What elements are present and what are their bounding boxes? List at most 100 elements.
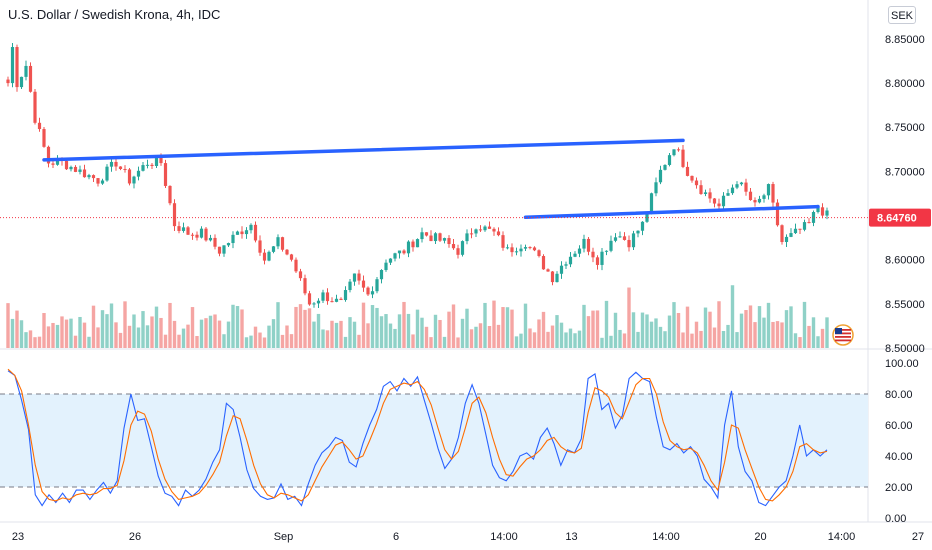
volume-bar	[523, 303, 528, 348]
time-tick-label: 13	[565, 531, 577, 543]
volume-bar	[537, 319, 541, 348]
flag-stripe	[835, 339, 851, 342]
candle-body	[105, 166, 109, 181]
volume-bar	[352, 321, 357, 348]
candle-body	[438, 233, 442, 241]
volume-bar	[420, 317, 424, 348]
volume-bar	[712, 327, 717, 348]
candle-body	[244, 230, 249, 235]
volume-bar	[586, 316, 591, 348]
volume-bar	[388, 323, 393, 348]
candle-body	[685, 166, 690, 176]
candle-body	[676, 149, 681, 151]
volume-bar	[609, 335, 613, 348]
candle-body	[469, 233, 474, 235]
candle-body	[762, 195, 766, 199]
volume-bar	[402, 301, 406, 348]
candle-body	[528, 247, 532, 249]
currency-button[interactable]: SEK	[888, 6, 916, 24]
volume-bar	[604, 300, 609, 348]
candle-body	[672, 149, 676, 156]
volume-bar	[717, 301, 721, 348]
volume-bar	[91, 305, 96, 348]
volume-bar	[568, 328, 573, 348]
price-tick-label: 8.75000	[885, 122, 925, 134]
candle-body	[789, 233, 793, 237]
volume-bar	[37, 336, 42, 348]
candle-body	[505, 247, 510, 249]
candle-body	[303, 278, 307, 294]
candle-body	[663, 164, 667, 170]
candle-body	[577, 248, 582, 254]
volume-bar	[780, 322, 784, 348]
candle-body	[231, 234, 235, 244]
price-tick-label: 8.55000	[885, 299, 925, 311]
volume-bar	[24, 332, 28, 348]
candle-body	[33, 91, 37, 123]
volume-bar	[532, 332, 537, 348]
volume-bar	[195, 336, 199, 348]
candle-body	[717, 203, 721, 207]
candle-body	[262, 252, 267, 261]
volume-bar	[73, 335, 78, 348]
volume-bar	[334, 322, 339, 348]
volume-bar	[528, 328, 532, 348]
volume-bar	[478, 323, 483, 348]
candle-body	[771, 184, 775, 203]
volume-bar	[145, 325, 150, 348]
volume-bar	[519, 333, 523, 348]
volume-bar	[15, 310, 19, 348]
candle-body	[802, 222, 807, 230]
volume-bar	[280, 334, 285, 348]
volume-bar	[591, 310, 595, 348]
volume-bar	[438, 319, 442, 348]
candle-body	[721, 195, 726, 207]
volume-bar	[721, 330, 726, 348]
candle-body	[658, 169, 663, 183]
candle-body	[55, 159, 60, 165]
stoch-k-line	[7, 370, 828, 507]
volume-bar	[343, 336, 348, 348]
volume-bar	[753, 322, 757, 348]
volume-bar	[775, 321, 780, 348]
volume-bar	[258, 332, 262, 348]
volume-bar	[735, 332, 739, 348]
candle-body	[177, 226, 181, 231]
candles	[6, 43, 829, 308]
stoch-tick-label: 20.00	[885, 482, 913, 494]
volume-bar	[771, 321, 775, 348]
candle-body	[361, 280, 366, 288]
candle-body	[582, 238, 586, 249]
candle-body	[708, 192, 712, 199]
candle-body	[609, 240, 613, 251]
candle-body	[460, 241, 465, 255]
candle-body	[51, 163, 55, 165]
candle-body	[100, 180, 105, 184]
volume-bar	[190, 307, 195, 348]
candle-body	[10, 47, 15, 84]
candle-body	[654, 182, 658, 194]
candle-body	[514, 251, 519, 253]
candle-body	[775, 202, 780, 226]
candle-body	[586, 238, 591, 252]
candle-body	[618, 236, 622, 238]
price-tick-label: 8.70000	[885, 166, 925, 178]
candle-body	[406, 241, 411, 254]
volume-bar	[159, 317, 163, 348]
volume-bar	[501, 307, 505, 348]
candle-body	[807, 222, 811, 224]
candle-body	[703, 192, 708, 194]
volume-bar	[55, 324, 60, 348]
volume-bar	[96, 327, 100, 348]
candle-body	[730, 187, 735, 194]
volume-bar	[744, 310, 748, 348]
volume-bar	[339, 320, 343, 348]
candle-body	[37, 122, 42, 130]
candle-body	[127, 169, 132, 184]
volume-bar	[595, 310, 600, 348]
volume-bar	[807, 325, 811, 348]
candle-body	[298, 271, 303, 279]
volume-bar	[559, 322, 564, 348]
candle-body	[699, 185, 703, 194]
